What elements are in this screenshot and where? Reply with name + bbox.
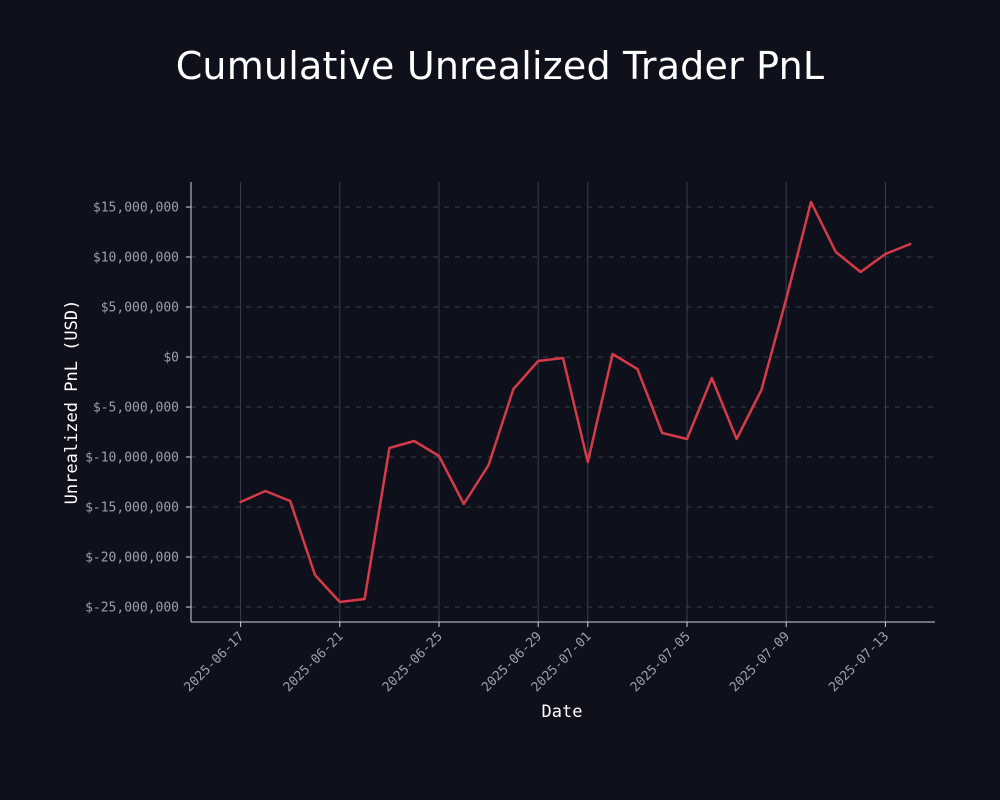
y-tick-label: $0 — [163, 351, 179, 366]
tick-labels: $15,000,000 $10,000,000 $5,000,000 $0 $-5,00… — [85, 201, 892, 696]
y-tick-label: $-15,000,000 — [85, 501, 179, 516]
y-tick-label: $-10,000,000 — [85, 451, 179, 466]
x-tick-label: 2025-06-25 — [380, 629, 446, 695]
y-axis-label: Unrealized PnL (USD) — [62, 300, 82, 505]
chart-title: Cumulative Unrealized Trader PnL — [175, 44, 825, 88]
x-axis-label: Date — [542, 702, 583, 722]
y-tick-label: $5,000,000 — [101, 301, 179, 316]
x-tick-label: 2025-06-21 — [281, 629, 347, 695]
grid-lines — [191, 182, 935, 622]
x-tick-label: 2025-06-17 — [181, 629, 247, 695]
y-tick-label: $-5,000,000 — [93, 401, 179, 416]
x-tick-label: 2025-07-13 — [826, 629, 892, 695]
series-layer — [239, 200, 912, 604]
x-tick-label: 2025-07-09 — [727, 629, 793, 695]
x-tick-label: 2025-07-05 — [628, 629, 694, 695]
y-tick-label: $15,000,000 — [93, 201, 179, 216]
y-tick-label: $-20,000,000 — [85, 551, 179, 566]
y-tick-label: $-25,000,000 — [85, 601, 179, 616]
axes — [186, 182, 935, 627]
series-line — [239, 200, 912, 604]
y-tick-label: $10,000,000 — [93, 251, 179, 266]
